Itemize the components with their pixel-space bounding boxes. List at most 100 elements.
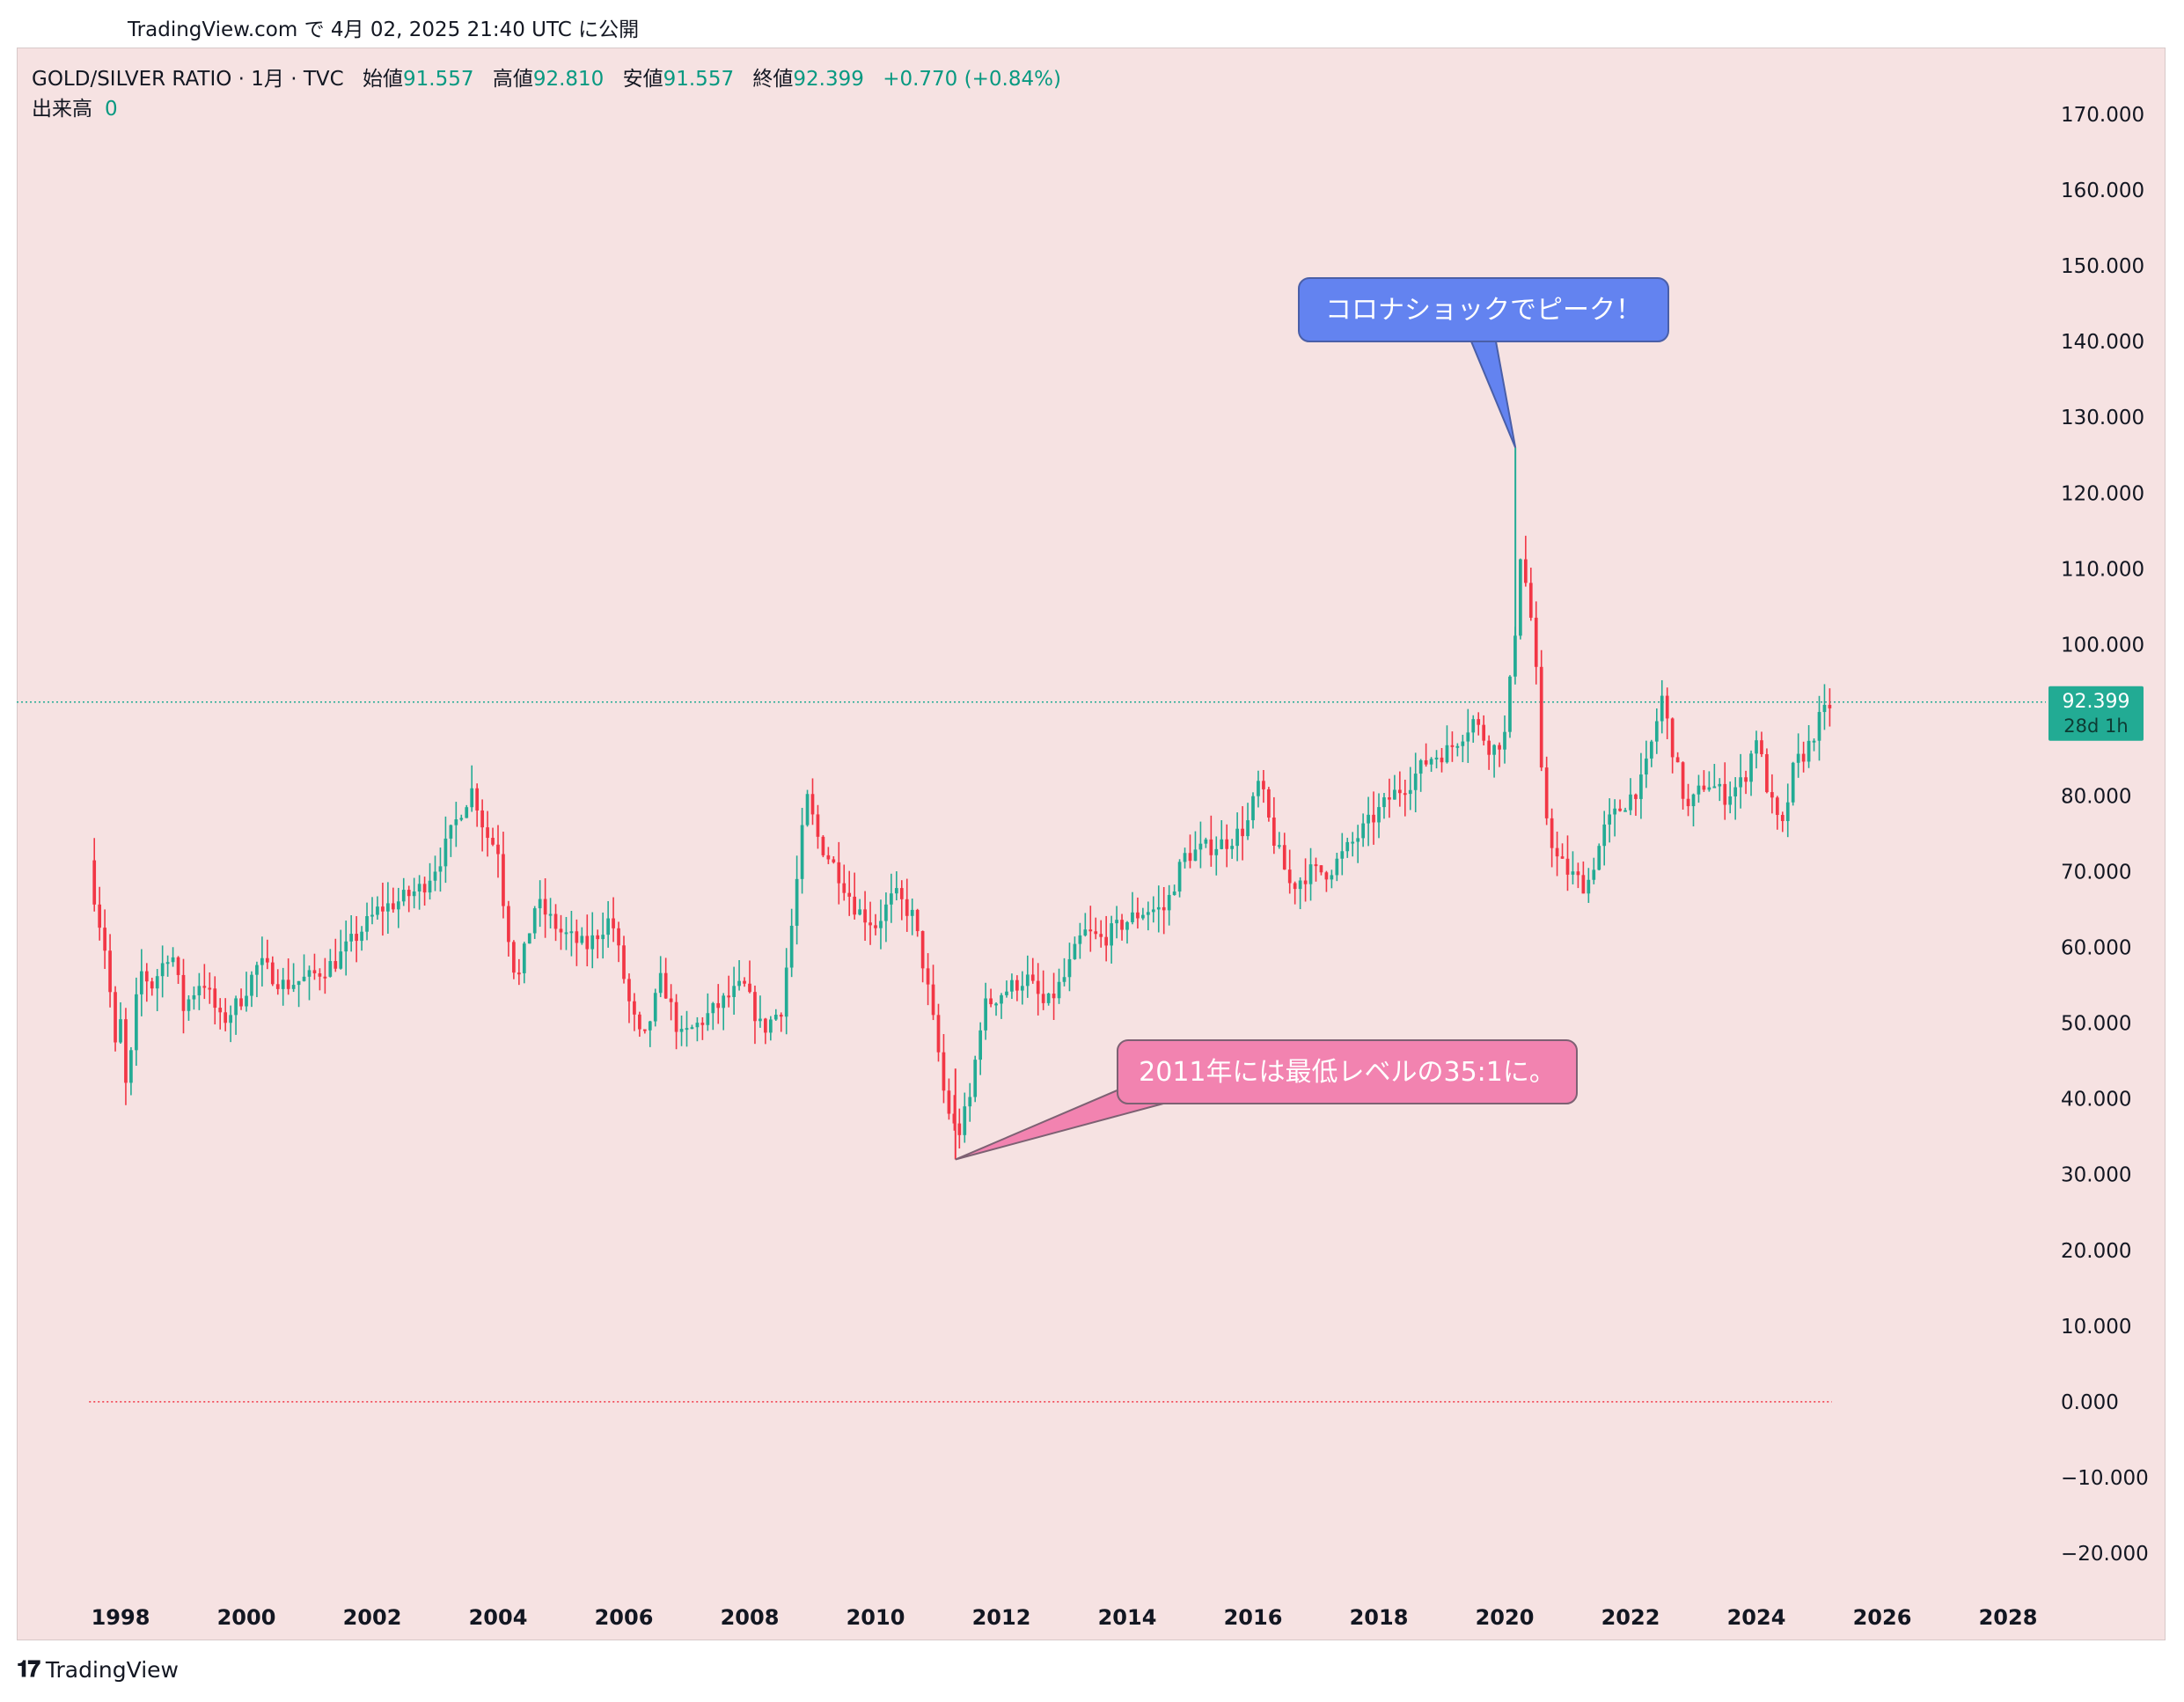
candle-body xyxy=(663,972,668,999)
candle-body xyxy=(1115,920,1118,924)
candle-body xyxy=(1519,559,1522,636)
candle-body xyxy=(1765,753,1769,793)
candle-body xyxy=(1639,774,1643,799)
candle-body xyxy=(1592,869,1596,880)
chart-panel[interactable] xyxy=(17,48,2166,1640)
candle-body xyxy=(779,1015,783,1017)
candle-body xyxy=(1282,845,1286,870)
candle-body xyxy=(98,904,102,928)
candle-body xyxy=(333,961,338,969)
candle-body xyxy=(543,899,547,915)
candle-body xyxy=(695,1023,700,1028)
candle-body xyxy=(1110,923,1113,946)
candle-body xyxy=(1828,704,1832,708)
candle-body xyxy=(732,986,736,997)
candle-body xyxy=(119,1019,122,1043)
candle-body xyxy=(1618,808,1622,811)
candle-body xyxy=(507,906,510,943)
candle-body xyxy=(569,931,574,934)
candle-body xyxy=(1010,979,1014,992)
y-tick-label: −10.000 xyxy=(2061,1467,2149,1490)
candle-body xyxy=(1739,777,1742,788)
candle-body xyxy=(648,1021,652,1031)
candle-body xyxy=(433,871,437,881)
candle-body xyxy=(318,973,322,977)
candle-body xyxy=(894,888,898,894)
candle-body xyxy=(1241,828,1244,837)
candle-body xyxy=(826,855,831,860)
candle-body xyxy=(1571,871,1575,875)
candle-body xyxy=(994,1003,998,1006)
candle-body xyxy=(1555,847,1559,857)
x-tick-label: 2000 xyxy=(217,1605,276,1630)
candle-body xyxy=(1712,786,1717,789)
candle-body xyxy=(1257,781,1260,796)
candle-body xyxy=(1303,880,1308,884)
candle-body xyxy=(1424,759,1428,765)
candle-body xyxy=(275,984,280,989)
candle-body xyxy=(1324,872,1329,880)
candle-body xyxy=(884,904,888,921)
candle-body xyxy=(486,827,489,839)
candle-body xyxy=(396,901,400,910)
candle-body xyxy=(422,884,427,893)
candle-body xyxy=(1796,753,1800,763)
candle-body xyxy=(727,995,731,998)
candle-body xyxy=(1654,721,1659,742)
candle-body xyxy=(344,941,348,952)
candle-body xyxy=(302,976,306,981)
high-value: 92.810 xyxy=(532,68,605,91)
candle-body xyxy=(1461,741,1465,746)
candle-body xyxy=(1629,794,1632,811)
candle-body xyxy=(160,963,165,977)
candle-body xyxy=(412,891,416,897)
candle-body xyxy=(229,1015,232,1023)
low-label: 安値 xyxy=(622,68,663,91)
y-tick-label: 140.000 xyxy=(2061,331,2144,354)
change-value: +0.770 (+0.84%) xyxy=(883,68,1061,91)
symbol-label[interactable]: GOLD/SILVER RATIO · 1月 · TVC xyxy=(32,68,344,91)
footer-brand[interactable]: 𝟏𝟕 TradingView xyxy=(17,1656,179,1684)
candle-body xyxy=(548,913,553,916)
candle-body xyxy=(837,862,841,884)
candle-body xyxy=(1319,865,1323,873)
candle-body xyxy=(926,968,930,985)
candle-body xyxy=(1581,875,1586,894)
candle-body xyxy=(428,880,432,893)
volume-label: 出来高 xyxy=(32,98,92,121)
y-tick-label: 80.000 xyxy=(2061,785,2131,808)
candle-body xyxy=(890,893,893,905)
candle-body xyxy=(1623,810,1627,812)
candle-body xyxy=(716,1002,721,1009)
x-tick-label: 2022 xyxy=(1601,1605,1660,1630)
candle-body xyxy=(1534,617,1538,667)
peak-callout-box xyxy=(1298,277,1669,342)
candle-body xyxy=(1005,991,1008,995)
candle-body xyxy=(1367,814,1370,824)
candle-body xyxy=(1445,745,1449,763)
candle-body xyxy=(1361,823,1365,839)
candle-body xyxy=(323,976,327,979)
candle-body xyxy=(391,903,395,910)
candle-body xyxy=(1330,875,1334,880)
close-label: 終値 xyxy=(752,68,794,91)
candle-body xyxy=(832,859,836,862)
candle-body xyxy=(297,980,301,986)
candle-body xyxy=(759,1018,762,1022)
candle-body xyxy=(910,909,914,916)
candle-body xyxy=(1146,912,1150,915)
candle-body xyxy=(1167,894,1171,911)
candle-body xyxy=(1440,757,1444,763)
candle-body xyxy=(1718,783,1722,787)
candle-body xyxy=(1372,814,1375,823)
candle-body xyxy=(1487,740,1491,755)
y-tick-label: 150.000 xyxy=(2061,255,2144,278)
x-tick-label: 2016 xyxy=(1224,1605,1283,1630)
candle-body xyxy=(1649,741,1653,759)
candle-body xyxy=(171,957,175,963)
candle-body xyxy=(690,1027,694,1030)
candle-body xyxy=(821,836,825,855)
candle-body xyxy=(1287,869,1292,884)
candle-body xyxy=(1088,929,1093,932)
